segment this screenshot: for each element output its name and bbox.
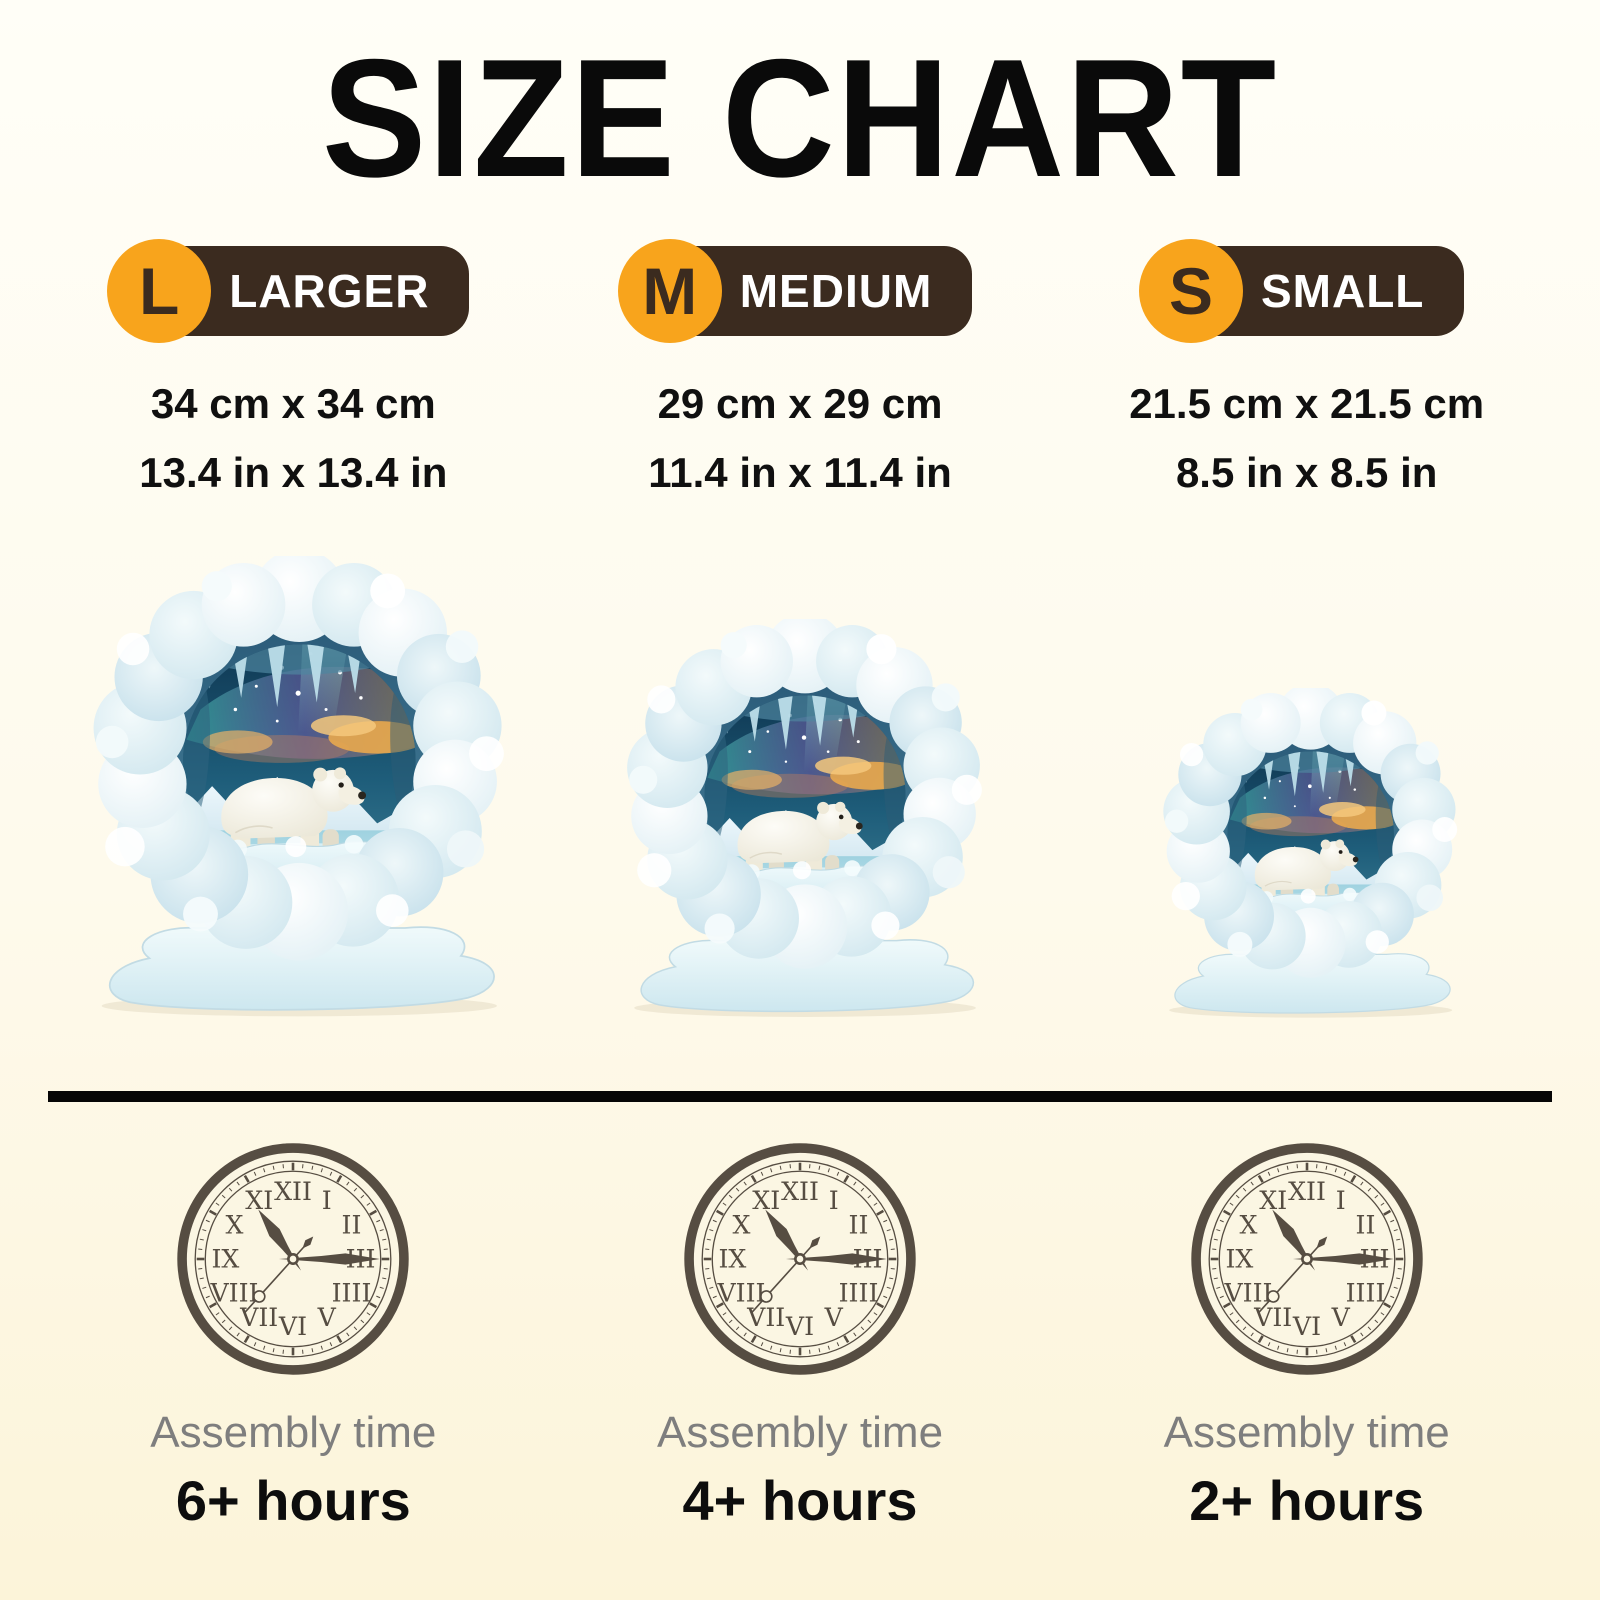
svg-text:VIII: VIII [210, 1279, 259, 1308]
size-badge-label-larger: LARGER [229, 265, 430, 318]
svg-text:VIII: VIII [716, 1279, 765, 1308]
size-badge-medium: M MEDIUM [617, 239, 973, 344]
assembly-time-label: Assembly time [656, 1408, 944, 1458]
assembly-column-medium: XIIIIIIIIIIIIVVIVIIVIIIIXXXI Assembly ti… [547, 1138, 1054, 1533]
puzzle-area-small [1053, 501, 1560, 1021]
svg-text:V: V [824, 1303, 844, 1332]
svg-text:IIII: IIII [332, 1279, 372, 1308]
svg-text:XII: XII [274, 1177, 312, 1206]
svg-text:XII: XII [781, 1177, 819, 1206]
svg-text:IX: IX [718, 1245, 746, 1274]
assembly-time-value: 6+ hours [175, 1469, 411, 1533]
svg-text:IIII: IIII [1345, 1279, 1385, 1308]
polar-bear-puzzle-image-larger [61, 556, 526, 1021]
dimensions-cm: 29 cm x 29 cm [657, 380, 943, 428]
assembly-column-larger: XIIIIIIIIIIIIVVIVIIVIIIIXXXI Assembly ti… [40, 1138, 547, 1533]
size-letter-badge-l: L [107, 239, 212, 344]
size-badge-small: S SMALL [1138, 239, 1465, 344]
svg-text:I: I [1335, 1186, 1345, 1215]
svg-text:XI: XI [752, 1186, 780, 1215]
size-column-small: S SMALL 21.5 cm x 21.5 cm 8.5 in x 8.5 i… [1053, 239, 1560, 1021]
dimensions-in: 8.5 in x 8.5 in [1175, 449, 1438, 497]
svg-text:IX: IX [1225, 1245, 1253, 1274]
size-badge-label-small: SMALL [1260, 265, 1425, 318]
svg-text:II: II [1355, 1211, 1375, 1240]
svg-text:II: II [342, 1211, 362, 1240]
svg-text:I: I [322, 1186, 332, 1215]
svg-text:X: X [1239, 1211, 1257, 1240]
svg-text:V: V [317, 1303, 337, 1332]
clock-icon: XIIIIIIIIIIIIVVIVIIVIIIIXXXI [177, 1143, 410, 1376]
dimensions-small: 21.5 cm x 21.5 cm 8.5 in x 8.5 in [1129, 380, 1484, 497]
size-column-medium: M MEDIUM 29 cm x 29 cm 11.4 in x 11.4 in [547, 239, 1054, 1021]
assembly-time-value: 2+ hours [1189, 1469, 1425, 1533]
svg-text:VI: VI [278, 1312, 307, 1341]
assembly-time-value: 4+ hours [682, 1469, 918, 1533]
page-title: SIZE CHART [321, 24, 1279, 212]
svg-text:VII: VII [746, 1303, 785, 1332]
svg-text:X: X [226, 1211, 244, 1240]
svg-text:XI: XI [246, 1186, 274, 1215]
dimensions-in: 11.4 in x 11.4 in [648, 449, 952, 497]
svg-text:XI: XI [1259, 1186, 1287, 1215]
svg-text:VII: VII [1253, 1303, 1292, 1332]
svg-text:XII: XII [1288, 1177, 1326, 1206]
dimensions-medium: 29 cm x 29 cm 11.4 in x 11.4 in [648, 380, 952, 497]
clock-icon: XIIIIIIIIIIIIVVIVIIVIIIIXXXI [1190, 1143, 1423, 1376]
assembly-time-label: Assembly time [1163, 1408, 1450, 1458]
dimensions-in: 13.4 in x 13.4 in [139, 449, 448, 497]
assembly-column-small: XIIIIIIIIIIIIVVIVIIVIIIIXXXI Assembly ti… [1053, 1138, 1560, 1533]
size-badge-larger: L LARGER [107, 239, 470, 344]
size-column-larger: L LARGER 34 cm x 34 cm 13.4 in x 13.4 in [40, 239, 547, 1021]
size-letter-badge-s: S [1138, 239, 1243, 344]
svg-text:II: II [849, 1211, 869, 1240]
puzzle-area-larger [40, 501, 547, 1021]
polar-bear-puzzle-image-small [1140, 688, 1473, 1021]
size-columns: L LARGER 34 cm x 34 cm 13.4 in x 13.4 in… [0, 239, 1600, 1021]
dimensions-cm: 34 cm x 34 cm [150, 380, 436, 428]
puzzle-area-medium [547, 501, 1054, 1021]
size-letter-badge-m: M [617, 239, 722, 344]
clock-icon: XIIIIIIIIIIIIVVIVIIVIIIIXXXI [684, 1143, 916, 1376]
svg-text:V: V [1330, 1303, 1350, 1332]
dimensions-cm: 21.5 cm x 21.5 cm [1129, 380, 1485, 428]
dimensions-larger: 34 cm x 34 cm 13.4 in x 13.4 in [139, 380, 447, 497]
polar-bear-puzzle-image-medium [599, 619, 1001, 1021]
assembly-columns: XIIIIIIIIIIIIVVIVIIVIIIIXXXI Assembly ti… [0, 1138, 1600, 1533]
svg-text:VI: VI [785, 1312, 814, 1341]
svg-text:X: X [733, 1211, 751, 1240]
divider-line [48, 1091, 1552, 1103]
size-badge-label-medium: MEDIUM [739, 265, 933, 318]
svg-text:VII: VII [240, 1303, 279, 1332]
svg-text:VIII: VIII [1223, 1279, 1272, 1308]
assembly-time-label: Assembly time [150, 1408, 437, 1458]
svg-text:VI: VI [1292, 1312, 1321, 1341]
svg-text:IIII: IIII [839, 1279, 879, 1308]
svg-text:I: I [829, 1186, 839, 1215]
svg-text:IX: IX [212, 1245, 240, 1274]
